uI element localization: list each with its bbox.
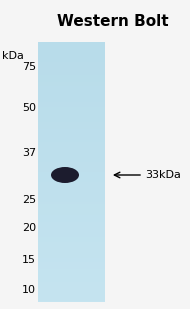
Ellipse shape bbox=[54, 169, 72, 177]
Text: 37: 37 bbox=[22, 148, 36, 158]
Text: 25: 25 bbox=[22, 195, 36, 205]
Text: 10: 10 bbox=[22, 285, 36, 295]
Text: 20: 20 bbox=[22, 223, 36, 233]
Text: 15: 15 bbox=[22, 255, 36, 265]
Text: 33kDa: 33kDa bbox=[145, 170, 181, 180]
Text: 75: 75 bbox=[22, 62, 36, 72]
Ellipse shape bbox=[51, 167, 79, 183]
Text: 50: 50 bbox=[22, 103, 36, 113]
Text: kDa: kDa bbox=[2, 51, 24, 61]
Text: Western Bolt: Western Bolt bbox=[57, 15, 169, 29]
